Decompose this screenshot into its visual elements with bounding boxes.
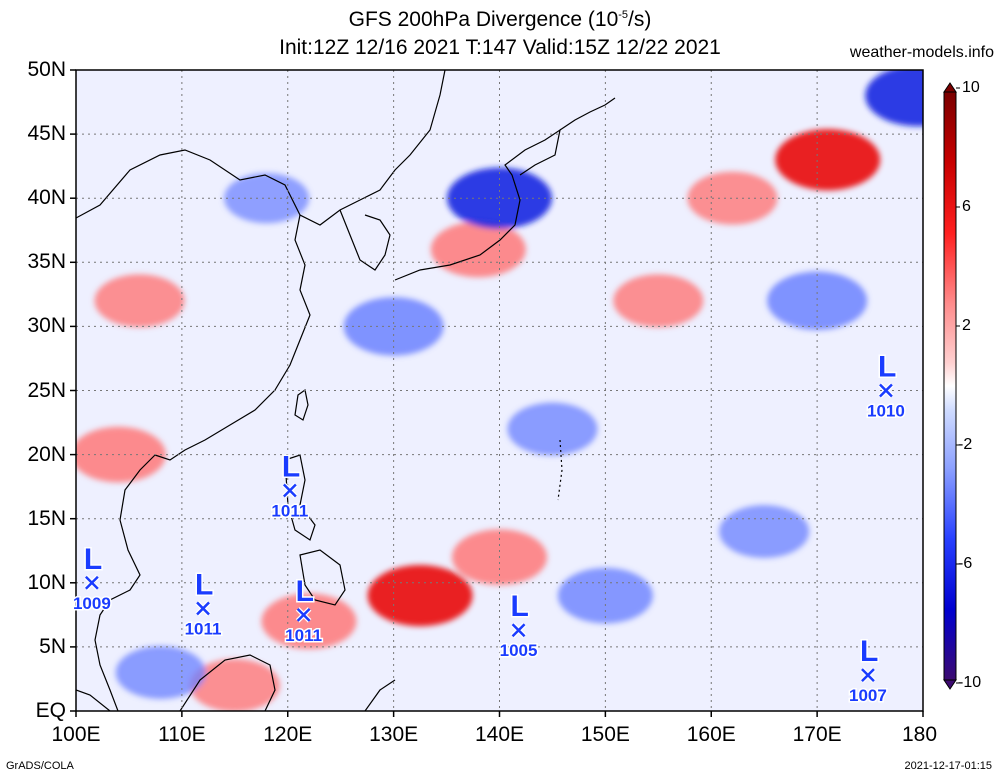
- footer-software: GrADS/COLA: [6, 760, 74, 772]
- low-pressure-value: 1005: [500, 641, 538, 660]
- low-pressure-value: 1007: [849, 686, 887, 705]
- axis-ticks: [70, 69, 924, 717]
- coastlines: [76, 70, 616, 711]
- coastline-sakhalin-kuril: [559, 97, 616, 131]
- low-center-mark: [282, 483, 297, 498]
- low-pressure-center: L 1007: [848, 634, 889, 707]
- field-layer: [76, 70, 923, 711]
- colorbar-label-neg2: -2: [958, 436, 973, 453]
- divergence-area: [430, 221, 526, 278]
- coastline-china-east: [154, 214, 311, 461]
- convergence-area: [447, 167, 552, 229]
- convergence-area: [224, 173, 310, 224]
- lon-label: 120E: [263, 723, 313, 746]
- low-pressure-value: 1010: [867, 402, 905, 421]
- colorbar-label-neg10: -10: [958, 674, 982, 691]
- divergence-area: [94, 274, 185, 328]
- grid-lines: [76, 70, 923, 711]
- colorbar-bottom-arrow: [943, 679, 957, 690]
- coastline-borneo: [179, 654, 276, 711]
- low-pressure-center: L 1010: [866, 349, 907, 422]
- low-pressure-center: L 1009: [71, 541, 112, 614]
- low-pressure-value: 1011: [185, 619, 222, 638]
- footer-timestamp: 2021-12-17-01:15: [904, 760, 992, 772]
- coastline-philippines-luzon: [284, 454, 316, 541]
- low-center-mark: [84, 575, 99, 590]
- convergence-area: [865, 70, 923, 127]
- coastline-indochina: [94, 454, 156, 711]
- lon-label: 100E: [51, 723, 101, 746]
- source-label: weather-models.info: [849, 44, 994, 61]
- convergence-area: [767, 271, 868, 330]
- low-center-mark: [879, 383, 893, 398]
- divergence-area: [189, 658, 280, 711]
- chart-subtitle: Init:12Z 12/16 2021 T:147 Valid:15Z 12/2…: [279, 36, 721, 59]
- colorbar-ticks: [956, 87, 960, 684]
- low-pressure-center: L 1011: [284, 573, 324, 646]
- low-center-mark: [296, 607, 311, 622]
- low-center-mark: [511, 623, 526, 638]
- low-letter: L: [878, 351, 896, 384]
- low-pressure-center: L 1011: [183, 567, 223, 640]
- colorbar-label-neg6: -6: [958, 555, 973, 572]
- convergence-area: [507, 402, 598, 456]
- convergence-area: [557, 567, 653, 624]
- colorbar-top-arrow: [943, 82, 957, 93]
- lon-label: 150E: [580, 723, 630, 746]
- coastline-taiwan: [294, 388, 309, 421]
- lon-label: 130E: [369, 723, 419, 746]
- low-letter: L: [296, 575, 314, 608]
- low-letter: L: [282, 450, 300, 483]
- lat-label: 30N: [27, 314, 66, 338]
- colorbar: [943, 82, 960, 690]
- lat-label: 25N: [27, 378, 66, 402]
- chart-title: GFS 200hPa Divergence (10-5/s): [348, 8, 652, 31]
- lat-label: EQ: [35, 699, 66, 722]
- lat-label: 50N: [27, 58, 66, 81]
- coastline-marianas: [557, 439, 563, 501]
- coastline-japan: [394, 128, 561, 281]
- colorbar-label-10: 10: [962, 79, 980, 96]
- lat-label: 10N: [27, 570, 66, 594]
- low-center-mark: [196, 601, 210, 616]
- low-center-mark: [861, 668, 875, 682]
- divergence-area: [76, 426, 166, 483]
- low-letter: L: [195, 568, 213, 601]
- divergence-area: [687, 171, 778, 225]
- divergence-area: [367, 565, 473, 627]
- lon-label: 180: [901, 723, 938, 746]
- low-pressure-markers: L 1009 L 1011 L 1011 L 1011 L 1005 L 1010 L 1007: [71, 349, 907, 707]
- coastline-korea: [339, 209, 391, 271]
- lon-label: 110E: [158, 723, 206, 746]
- lon-label: 140E: [474, 723, 525, 746]
- divergence-area: [775, 129, 881, 191]
- divergence-area: [613, 274, 704, 328]
- lat-label: 20N: [27, 442, 66, 466]
- low-pressure-value: 1009: [73, 594, 111, 613]
- lat-label: 40N: [27, 186, 66, 210]
- coastline-philippines-south: [299, 549, 346, 606]
- convergence-area: [115, 646, 206, 699]
- lat-label: 15N: [27, 506, 66, 530]
- low-pressure-value: 1011: [271, 501, 308, 520]
- coastline-sumatra: [76, 689, 111, 711]
- lon-label: 160E: [686, 723, 736, 746]
- coastline-new-guinea: [364, 679, 396, 711]
- colorbar-label-2: 2: [962, 317, 971, 334]
- lat-label: 35N: [27, 250, 66, 274]
- low-letter: L: [860, 635, 878, 668]
- lat-label: 45N: [27, 122, 66, 146]
- colorbar-scale: [943, 91, 957, 681]
- lon-label: 170E: [792, 723, 842, 746]
- colorbar-label-6: 6: [962, 198, 971, 215]
- low-letter: L: [511, 590, 529, 623]
- low-pressure-center: L 1005: [498, 589, 539, 662]
- convergence-area: [719, 505, 810, 558]
- low-pressure-value: 1011: [285, 626, 322, 645]
- lat-label: 5N: [39, 634, 66, 658]
- low-letter: L: [84, 543, 102, 576]
- convergence-area: [343, 297, 444, 356]
- low-pressure-center: L 1011: [270, 449, 310, 522]
